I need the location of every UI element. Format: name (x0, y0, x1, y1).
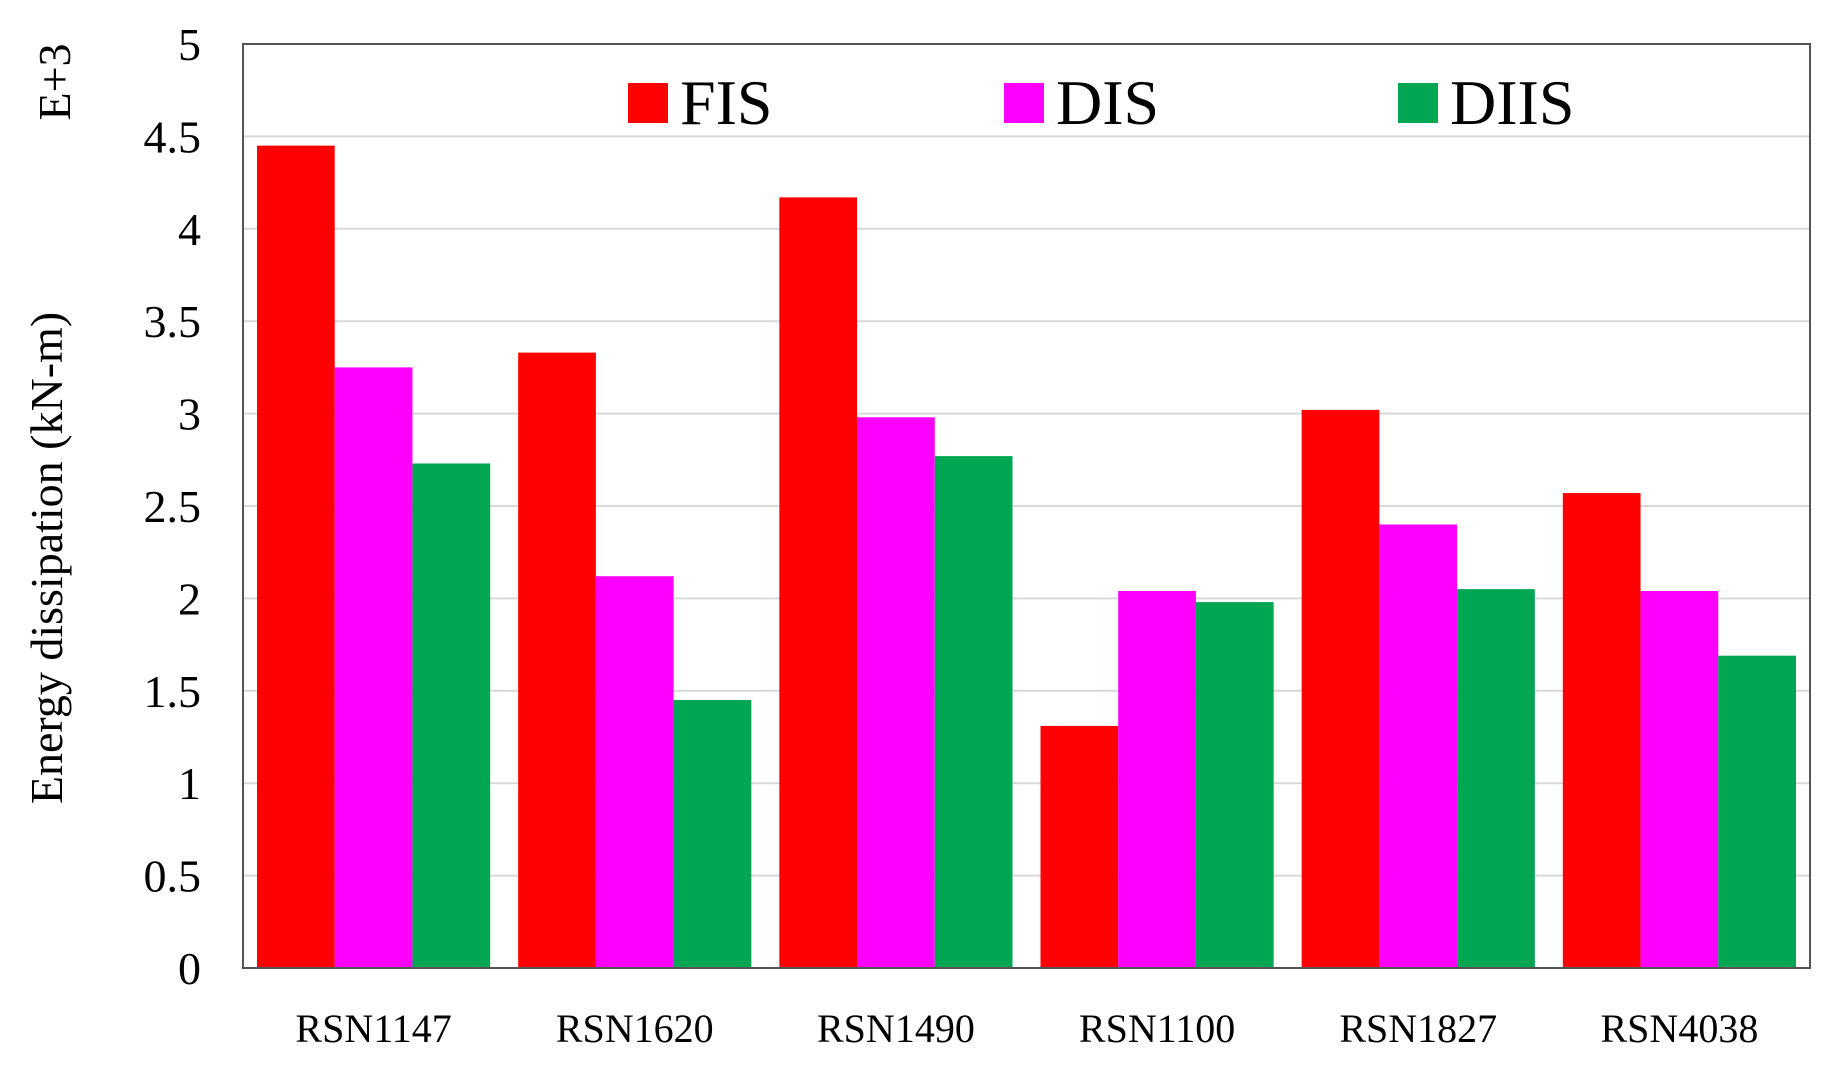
bar-diis-rsn1490 (934, 456, 1013, 968)
legend-label-diis: DIIS (1450, 67, 1574, 138)
bars (257, 145, 1796, 969)
bar-diis-rsn1100 (1195, 602, 1274, 968)
x-category-label: RSN1490 (817, 1006, 975, 1051)
y-tick-label: 3.5 (144, 296, 202, 347)
y-tick-label: 0.5 (144, 851, 202, 902)
y-multiplier-label: E+3 (29, 43, 80, 120)
bar-dis-rsn1620 (595, 576, 674, 968)
y-tick-label: 5 (178, 19, 201, 70)
bar-dis-rsn1147 (334, 367, 413, 968)
y-tick-labels: 0 0.5 1 1.5 2 2.5 3 3.5 4 4.5 5 (144, 19, 202, 994)
y-axis-label: Energy dissipation (kN-m) (21, 312, 72, 804)
bar-dis-rsn1100 (1118, 591, 1196, 968)
bar-fis-rsn1827 (1301, 409, 1380, 968)
bar-fis-rsn1490 (779, 197, 858, 968)
legend-label-fis: FIS (680, 67, 773, 138)
legend: FIS DIS DIIS (628, 67, 1574, 138)
bar-fis-rsn1100 (1040, 725, 1119, 968)
x-category-labels: RSN1147 RSN1620 RSN1490 RSN1100 RSN1827 RSN40… (295, 1006, 1758, 1051)
y-tick-label: 0 (178, 943, 201, 994)
bar-fis-rsn1620 (518, 352, 596, 969)
bar-fis-rsn4038 (1562, 493, 1641, 968)
y-tick-label: 1 (178, 758, 201, 809)
plot-frame (242, 43, 1811, 969)
x-category-label: RSN1827 (1339, 1006, 1497, 1051)
y-tick-label: 4.5 (144, 111, 202, 162)
bar-fis-rsn1147 (257, 145, 335, 968)
x-category-label: RSN1620 (556, 1006, 714, 1051)
x-category-label: RSN1100 (1079, 1006, 1235, 1051)
gridlines (243, 135, 1810, 877)
bar-diis-rsn4038 (1718, 655, 1796, 968)
x-category-label: RSN1147 (295, 1006, 451, 1051)
x-category-label: RSN4038 (1601, 1006, 1759, 1051)
bar-dis-rsn1827 (1379, 524, 1458, 968)
bar-dis-rsn1490 (857, 417, 935, 968)
y-tick-label: 2 (178, 573, 201, 624)
bar-diis-rsn1620 (673, 700, 752, 968)
bar-diis-rsn1827 (1457, 589, 1535, 968)
y-tick-label: 1.5 (144, 666, 202, 717)
legend-swatch-diis (1398, 83, 1438, 123)
y-tick-label: 3 (178, 389, 201, 440)
legend-label-dis: DIS (1056, 67, 1159, 138)
legend-swatch-dis (1004, 83, 1044, 123)
legend-swatch-fis (628, 83, 668, 123)
bar-dis-rsn4038 (1640, 591, 1719, 968)
y-tick-label: 2.5 (144, 481, 202, 532)
y-tick-label: 4 (178, 204, 201, 255)
bar-diis-rsn1147 (412, 463, 491, 968)
